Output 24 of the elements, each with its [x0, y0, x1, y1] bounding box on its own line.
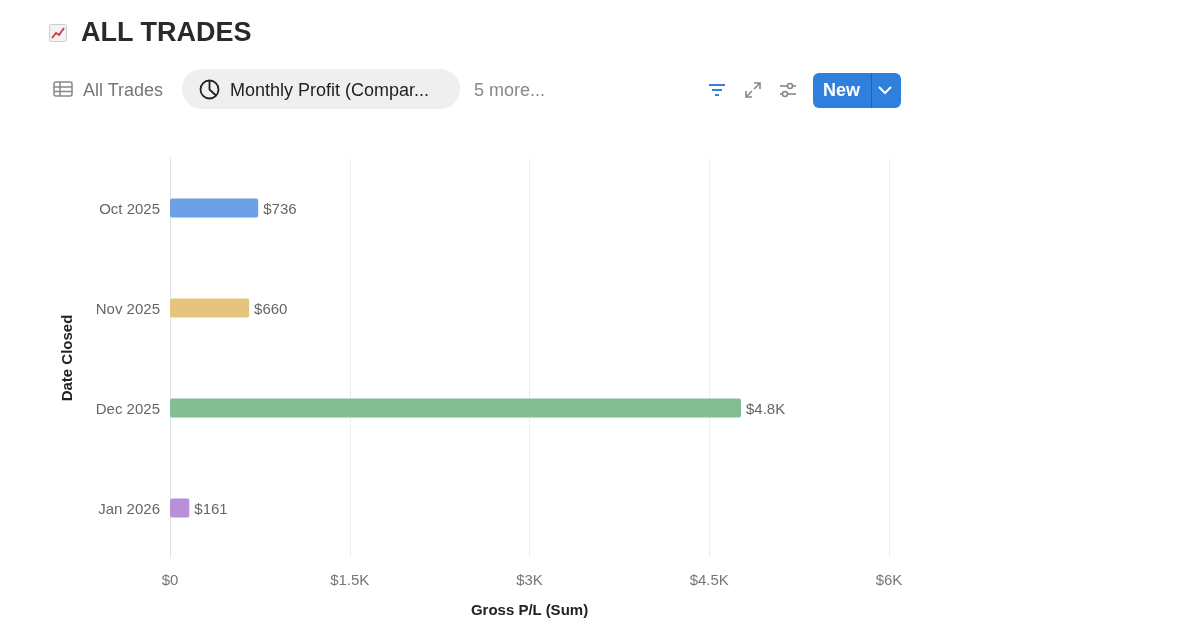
x-tick-label: $0: [161, 571, 179, 588]
data-label: $161: [194, 499, 228, 517]
chart-title: ALL TRADES: [81, 17, 252, 48]
y-tick-label: Oct 2025: [99, 199, 160, 217]
x-tick-label: $6K: [875, 571, 903, 588]
bar: [170, 298, 250, 318]
bar: [170, 198, 259, 218]
text: 5 more...: [474, 80, 546, 101]
data-label: $4.8K: [746, 399, 786, 417]
y-tick-label: Jan 2026: [98, 499, 160, 517]
text: Monthly Profit (Compar...: [230, 80, 430, 101]
data-label: $660: [254, 299, 288, 317]
x-tick-label: $3K: [516, 571, 543, 588]
bar: [170, 498, 190, 518]
text: New: [823, 80, 861, 101]
x-tick-label: $4.5K: [689, 571, 729, 588]
y-tick-label: Dec 2025: [95, 399, 160, 417]
y-tick-label: Nov 2025: [95, 299, 160, 317]
x-axis-title: Gross P/L (Sum): [470, 601, 589, 618]
bar: [170, 398, 742, 418]
y-axis-title: Date Closed: [58, 314, 75, 402]
data-label: $736: [263, 199, 297, 217]
x-tick-label: $1.5K: [330, 571, 370, 588]
text: All Trades: [83, 80, 164, 101]
